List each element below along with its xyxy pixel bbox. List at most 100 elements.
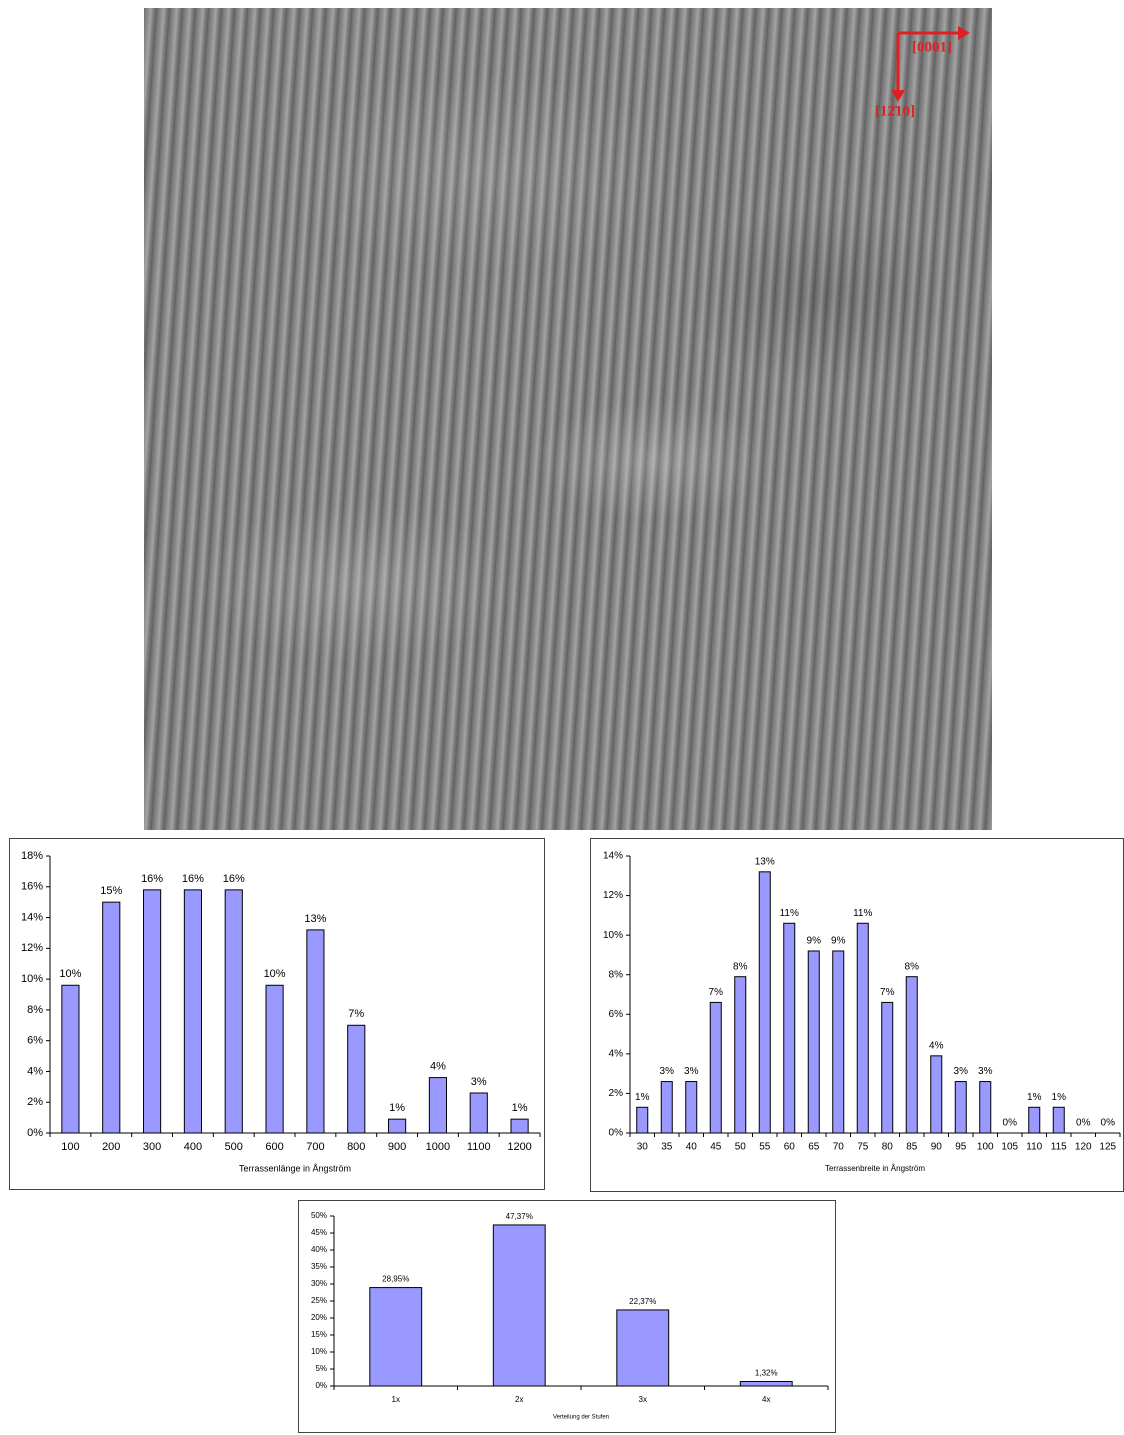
bar bbox=[685, 1081, 698, 1134]
value-label: 1% bbox=[512, 1102, 528, 1114]
chart: 0% 2% 4% 6% 8% 10% 12% 14% 16% 18% Terrassenlänge … bbox=[9, 838, 545, 1190]
x-tick-label: 2x bbox=[515, 1395, 523, 1404]
bar bbox=[265, 984, 284, 1134]
bar bbox=[739, 1381, 793, 1387]
x-tick-label: 4x bbox=[762, 1395, 770, 1404]
bar bbox=[428, 1077, 447, 1134]
y-tick-label: 8% bbox=[27, 1004, 43, 1016]
y-tick-label: 0% bbox=[315, 1381, 327, 1390]
y-tick-label: 20% bbox=[311, 1313, 327, 1322]
x-tick-label: 75 bbox=[857, 1142, 869, 1153]
x-tick-label: 70 bbox=[833, 1142, 845, 1153]
y-tick-label: 40% bbox=[311, 1245, 327, 1254]
value-label: 7% bbox=[709, 987, 724, 998]
x-tick-label: 400 bbox=[184, 1141, 202, 1153]
x-tick-label: 55 bbox=[759, 1142, 771, 1153]
x-tick-label: 1x bbox=[392, 1395, 400, 1404]
bar bbox=[636, 1106, 649, 1134]
bar bbox=[369, 1287, 423, 1387]
y-tick-label: 12% bbox=[21, 942, 43, 954]
value-label: 3% bbox=[660, 1066, 675, 1077]
value-label: 1% bbox=[635, 1092, 650, 1103]
bar bbox=[905, 976, 918, 1134]
x-tick-label: 800 bbox=[347, 1141, 365, 1153]
x-tick-label: 125 bbox=[1099, 1142, 1116, 1153]
x-tick-label: 40 bbox=[686, 1142, 698, 1153]
value-label: 13% bbox=[304, 913, 326, 925]
x-tick-label: 80 bbox=[882, 1142, 894, 1153]
value-label: 4% bbox=[929, 1040, 944, 1051]
direction-label: [12̄10] bbox=[875, 103, 915, 119]
value-label: 47,37% bbox=[506, 1212, 533, 1221]
value-label: 9% bbox=[807, 936, 822, 947]
bar bbox=[930, 1055, 943, 1134]
bar bbox=[102, 901, 121, 1134]
y-tick-label: 10% bbox=[311, 1347, 327, 1356]
y-tick-label: 2% bbox=[609, 1088, 624, 1099]
y-tick-label: 5% bbox=[315, 1364, 327, 1373]
y-tick-label: 15% bbox=[311, 1330, 327, 1339]
value-label: 1,32% bbox=[755, 1369, 778, 1378]
bar bbox=[61, 984, 80, 1134]
value-label: 3% bbox=[684, 1066, 699, 1077]
value-label: 1% bbox=[1027, 1092, 1042, 1103]
y-tick-label: 50% bbox=[311, 1211, 327, 1220]
value-label: 16% bbox=[182, 873, 204, 885]
bar bbox=[758, 871, 771, 1134]
bar bbox=[616, 1309, 670, 1387]
x-tick-label: 300 bbox=[143, 1141, 161, 1153]
y-tick-label: 10% bbox=[603, 930, 623, 941]
x-tick-label: 100 bbox=[61, 1141, 79, 1153]
chart: 0% 5% 10% 15% 20% 25% 30% 35% 40% 45% 50% Verteilun… bbox=[298, 1200, 836, 1433]
bar bbox=[1052, 1106, 1065, 1134]
value-label: 9% bbox=[831, 936, 846, 947]
value-label: 4% bbox=[430, 1061, 446, 1073]
bar bbox=[881, 1001, 894, 1134]
y-tick-label: 2% bbox=[27, 1096, 43, 1108]
y-tick-label: 35% bbox=[311, 1262, 327, 1271]
y-tick-label: 12% bbox=[603, 890, 623, 901]
bar bbox=[660, 1081, 673, 1134]
y-tick-label: 18% bbox=[21, 850, 43, 862]
value-label: 1% bbox=[1052, 1092, 1067, 1103]
y-tick-label: 16% bbox=[21, 881, 43, 893]
bar bbox=[783, 922, 796, 1134]
x-tick-label: 45 bbox=[710, 1142, 722, 1153]
value-label: 0% bbox=[1076, 1118, 1091, 1129]
value-label: 3% bbox=[954, 1066, 969, 1077]
bar bbox=[143, 889, 162, 1134]
value-label: 8% bbox=[733, 961, 748, 972]
x-tick-label: 1100 bbox=[467, 1141, 491, 1153]
y-tick-label: 45% bbox=[311, 1228, 327, 1237]
arrow-head bbox=[958, 26, 970, 40]
bar bbox=[1028, 1106, 1041, 1134]
bar bbox=[709, 1001, 722, 1134]
value-label: 16% bbox=[223, 873, 245, 885]
y-tick-label: 25% bbox=[311, 1296, 327, 1305]
x-tick-label: 110 bbox=[1026, 1142, 1042, 1153]
value-label: 0% bbox=[1101, 1118, 1116, 1129]
value-label: 1% bbox=[389, 1102, 405, 1114]
x-tick-label: 30 bbox=[637, 1142, 649, 1153]
y-tick-label: 6% bbox=[27, 1035, 43, 1047]
x-tick-label: 115 bbox=[1051, 1142, 1067, 1153]
value-label: 3% bbox=[978, 1066, 993, 1077]
stm-image bbox=[144, 8, 992, 830]
y-tick-label: 30% bbox=[311, 1279, 327, 1288]
value-label: 10% bbox=[264, 968, 286, 980]
x-tick-label: 90 bbox=[931, 1142, 943, 1153]
y-tick-label: 4% bbox=[609, 1048, 624, 1059]
x-tick-label: 60 bbox=[784, 1142, 796, 1153]
bar bbox=[492, 1224, 546, 1387]
value-label: 0% bbox=[1003, 1118, 1018, 1129]
x-axis-label: Terrassenbreite in Ångström bbox=[825, 1164, 925, 1173]
value-label: 11% bbox=[853, 908, 872, 919]
x-tick-label: 65 bbox=[808, 1142, 820, 1153]
x-tick-label: 900 bbox=[388, 1141, 406, 1153]
x-tick-label: 700 bbox=[306, 1141, 324, 1153]
value-label: 7% bbox=[348, 1008, 364, 1020]
bar bbox=[832, 950, 845, 1134]
x-tick-label: 1000 bbox=[426, 1141, 450, 1153]
y-tick-label: 10% bbox=[21, 973, 43, 985]
y-tick-label: 14% bbox=[603, 851, 623, 862]
